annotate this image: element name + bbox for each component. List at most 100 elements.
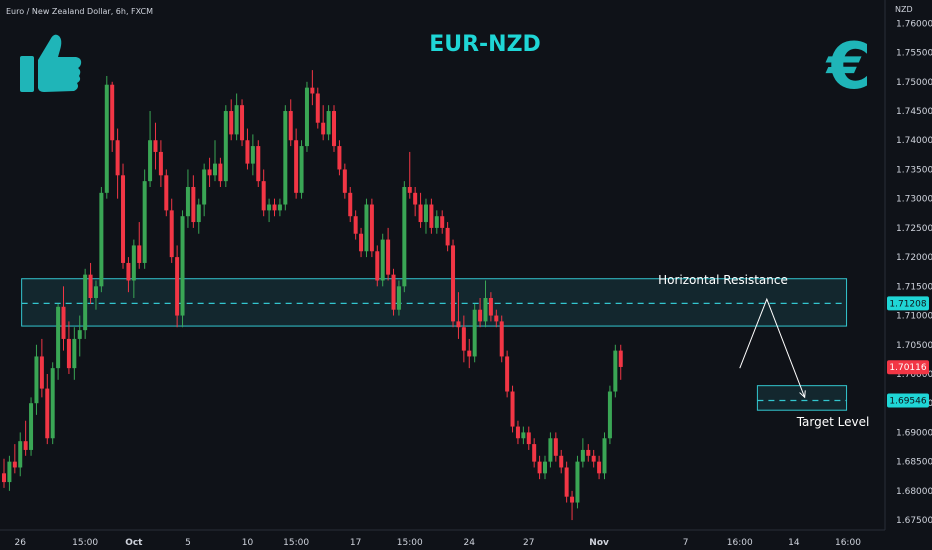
- candle: [434, 210, 439, 234]
- candle-body: [521, 432, 526, 439]
- candle: [56, 303, 61, 380]
- candle: [223, 105, 228, 187]
- candle-body: [299, 146, 304, 193]
- candle: [272, 198, 277, 217]
- candle-body: [304, 87, 309, 147]
- price-tick-label: 1.71500: [896, 282, 932, 292]
- candle: [386, 227, 391, 281]
- candle-body: [207, 169, 212, 176]
- candle: [353, 210, 358, 240]
- candle: [99, 186, 104, 293]
- candle: [618, 344, 623, 380]
- candle: [164, 169, 169, 217]
- candle: [256, 140, 261, 187]
- candle: [499, 315, 504, 363]
- candle-body: [332, 111, 337, 147]
- candle-body: [570, 496, 575, 503]
- candle: [407, 151, 412, 199]
- candle-body: [56, 306, 61, 369]
- candle-body: [104, 84, 109, 193]
- candle: [483, 280, 488, 328]
- candle-body: [575, 461, 580, 503]
- thumbs-up-icon: [20, 34, 82, 92]
- candle-body: [310, 87, 315, 94]
- candle-body: [618, 350, 623, 367]
- candle: [337, 140, 342, 176]
- candle-body: [364, 204, 369, 252]
- candle: [440, 210, 445, 234]
- candle-body: [396, 286, 401, 310]
- candle-body: [99, 192, 104, 287]
- candles-layer: [2, 70, 623, 521]
- resistance-zone: [21, 278, 848, 327]
- symbol-label: Euro / New Zealand Dollar, 6h, FXCM: [6, 7, 153, 16]
- candle-body: [613, 350, 618, 392]
- candle: [548, 432, 553, 468]
- candle-body: [434, 216, 439, 228]
- candle: [429, 198, 434, 234]
- candle-body: [250, 146, 255, 164]
- candle: [45, 373, 50, 445]
- candle: [402, 181, 407, 293]
- candle-body: [2, 473, 6, 483]
- price-tick-label: 1.74500: [896, 107, 932, 117]
- price-tick-label: 1.73500: [896, 165, 932, 175]
- candle-body: [402, 186, 407, 287]
- candle: [131, 239, 136, 299]
- price-tick-label: 1.70000: [896, 370, 932, 380]
- candle-body: [50, 368, 55, 439]
- candle-body: [142, 181, 147, 263]
- time-tick-label: 16:00: [835, 538, 861, 548]
- time-tick-label: 14: [788, 538, 800, 548]
- candle-body: [121, 175, 126, 263]
- candle: [315, 87, 320, 129]
- candle-body: [196, 204, 201, 223]
- candle-body: [83, 274, 88, 331]
- time-tick-label: 10: [242, 538, 254, 548]
- price-tick-label: 1.76000: [896, 19, 932, 29]
- candle: [50, 362, 55, 445]
- candle-body: [440, 216, 445, 228]
- chart-title: EUR-NZD: [429, 32, 541, 57]
- candle-body: [115, 140, 120, 176]
- time-tick-label: 17: [350, 538, 361, 548]
- candle: [602, 432, 607, 480]
- candle: [510, 385, 515, 433]
- candle: [326, 105, 331, 141]
- time-axis: 26 15:00 Oct 5 10 15:00 17 15:00 24 27 Nov 7 16:00 14…: [15, 538, 862, 548]
- candle: [175, 245, 180, 328]
- candle-body: [537, 461, 542, 474]
- candle-body: [283, 111, 288, 205]
- candle: [34, 344, 39, 415]
- price-tick-label: 1.73000: [896, 195, 932, 205]
- projection-arrowhead: [799, 390, 806, 399]
- candle: [88, 262, 93, 304]
- candle-body: [456, 321, 461, 328]
- candle-body: [510, 391, 515, 427]
- price-tick-label: 1.75000: [896, 78, 932, 88]
- candle-body: [418, 204, 423, 223]
- candle: [423, 198, 428, 234]
- candle-body: [45, 388, 50, 439]
- candle-body: [18, 441, 23, 468]
- candle: [380, 233, 385, 287]
- candle-body: [39, 356, 44, 389]
- candle-body: [137, 245, 142, 263]
- candle-body: [126, 262, 131, 281]
- time-tick-label: Oct: [125, 538, 143, 548]
- candle-body: [488, 298, 493, 316]
- candle-body: [586, 449, 591, 456]
- candle: [104, 75, 109, 199]
- candle-body: [61, 306, 66, 339]
- candle: [364, 198, 369, 258]
- time-tick-label: 7: [683, 538, 689, 548]
- price-label-text: 1.69546: [889, 397, 926, 407]
- last-price-label: 1.70116: [887, 360, 929, 375]
- price-tick-label: 1.71000: [896, 312, 932, 322]
- time-tick-label: 5: [185, 538, 191, 548]
- zone-label-resistance: Horizontal Resistance: [658, 273, 788, 287]
- candle: [83, 268, 88, 339]
- candle-body: [591, 455, 596, 462]
